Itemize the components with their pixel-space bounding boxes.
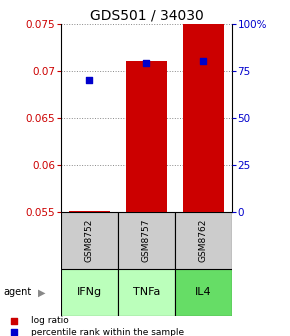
Text: IL4: IL4: [195, 287, 212, 297]
Point: [201, 58, 206, 64]
Bar: [118, 212, 175, 269]
Bar: [183, 24, 224, 212]
Text: GSM8752: GSM8752: [85, 218, 94, 262]
Point: [144, 60, 149, 66]
Text: ▶: ▶: [38, 287, 45, 297]
Bar: [175, 269, 232, 316]
Point: [219, 186, 223, 191]
Bar: [175, 212, 232, 269]
Text: GSM8762: GSM8762: [199, 218, 208, 262]
Bar: [118, 269, 175, 316]
Text: IFNg: IFNg: [77, 287, 102, 297]
Text: agent: agent: [3, 287, 31, 297]
Title: GDS501 / 34030: GDS501 / 34030: [90, 8, 203, 23]
Point: [219, 290, 223, 296]
Text: percentile rank within the sample: percentile rank within the sample: [31, 328, 184, 336]
Text: TNFa: TNFa: [133, 287, 160, 297]
Bar: [61, 212, 118, 269]
Bar: [69, 211, 110, 212]
Bar: [61, 269, 118, 316]
Point: [87, 77, 92, 83]
Text: GSM8757: GSM8757: [142, 218, 151, 262]
Text: log ratio: log ratio: [31, 317, 69, 325]
Bar: [126, 61, 167, 212]
